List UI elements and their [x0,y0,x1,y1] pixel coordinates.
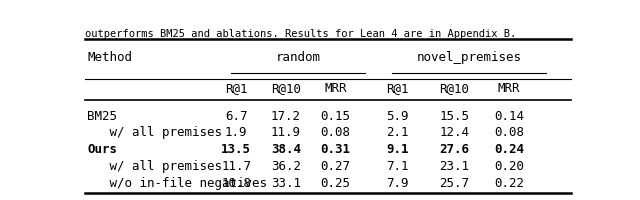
Text: 15.5: 15.5 [440,110,470,123]
Text: 0.08: 0.08 [321,126,351,139]
Text: 13.5: 13.5 [221,143,252,156]
Text: 12.4: 12.4 [440,126,470,139]
Text: R@1: R@1 [386,82,409,95]
Text: Method: Method [88,51,132,64]
Text: 7.9: 7.9 [386,177,409,190]
Text: w/o in-file negatives: w/o in-file negatives [88,177,268,190]
Text: 0.24: 0.24 [494,143,524,156]
Text: w/ all premises: w/ all premises [88,160,223,173]
Text: 38.4: 38.4 [271,143,301,156]
Text: 9.1: 9.1 [386,143,409,156]
Text: 0.14: 0.14 [494,110,524,123]
Text: 1.9: 1.9 [225,126,248,139]
Text: random: random [276,51,321,64]
Text: 0.08: 0.08 [494,126,524,139]
Text: 23.1: 23.1 [440,160,470,173]
Text: outperforms BM25 and ablations. Results for Lean 4 are in Appendix B.: outperforms BM25 and ablations. Results … [85,29,516,39]
Text: 27.6: 27.6 [440,143,470,156]
Text: 5.9: 5.9 [386,110,409,123]
Text: 10.8: 10.8 [221,177,252,190]
Text: 11.9: 11.9 [271,126,301,139]
Text: 0.22: 0.22 [494,177,524,190]
Text: 2.1: 2.1 [386,126,409,139]
Text: 33.1: 33.1 [271,177,301,190]
Text: w/ all premises: w/ all premises [88,126,223,139]
Text: 25.7: 25.7 [440,177,470,190]
Text: 0.20: 0.20 [494,160,524,173]
Text: Ours: Ours [88,143,118,156]
Text: 0.31: 0.31 [321,143,351,156]
Text: MRR: MRR [324,82,347,95]
Text: MRR: MRR [498,82,520,95]
Text: 7.1: 7.1 [386,160,409,173]
Text: 0.27: 0.27 [321,160,351,173]
Text: R@10: R@10 [271,82,301,95]
Text: 11.7: 11.7 [221,160,252,173]
Text: R@10: R@10 [440,82,470,95]
Text: 36.2: 36.2 [271,160,301,173]
Text: 0.25: 0.25 [321,177,351,190]
Text: novel_premises: novel_premises [417,51,522,64]
Text: R@1: R@1 [225,82,248,95]
Text: BM25: BM25 [88,110,118,123]
Text: 0.15: 0.15 [321,110,351,123]
Text: 17.2: 17.2 [271,110,301,123]
Text: 6.7: 6.7 [225,110,248,123]
